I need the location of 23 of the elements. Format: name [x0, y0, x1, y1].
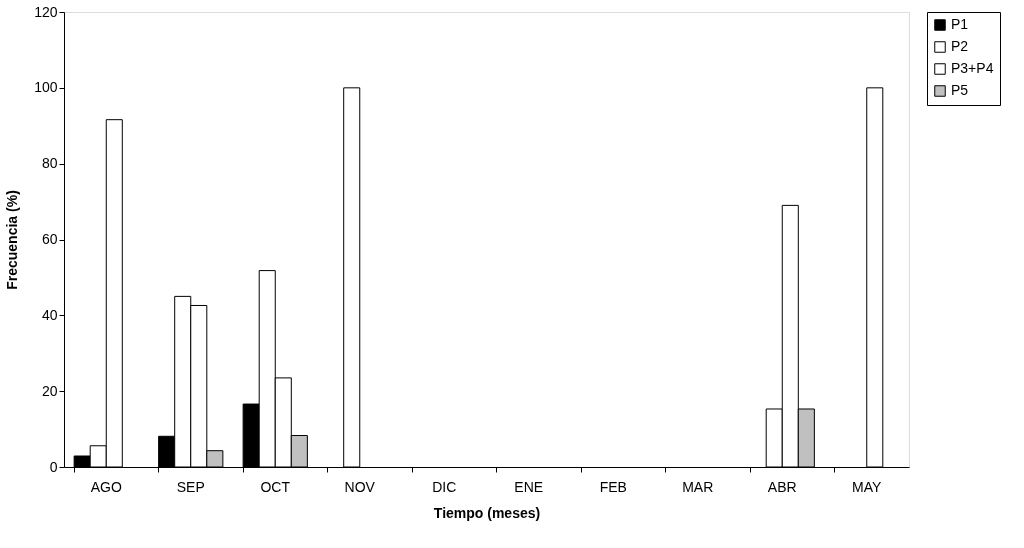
y-tick-label: 40: [41, 306, 58, 323]
y-tick-label: 120: [34, 3, 58, 20]
x-tick-label: MAY: [852, 478, 883, 495]
y-tick-label: 60: [41, 231, 58, 247]
x-tick-label: OCT: [260, 478, 291, 495]
y-tick-label: 80: [41, 155, 58, 172]
x-tick-label: ENE: [514, 478, 544, 495]
legend-label: P3+P4: [951, 60, 994, 76]
y-tick-label: 100: [34, 79, 58, 96]
x-axis-title: Tiempo (meses): [433, 504, 541, 521]
x-tick-label: NOV: [344, 478, 376, 495]
y-tick-label: 20: [41, 382, 58, 399]
y-tick-label: 0: [49, 458, 58, 475]
legend-label: P5: [951, 82, 969, 98]
x-tick-label: FEB: [599, 478, 627, 495]
x-tick-label: AGO: [90, 478, 122, 495]
x-tick-label: DIC: [432, 478, 457, 495]
x-tick-label: SEP: [176, 478, 205, 495]
legend-label: P2: [951, 38, 969, 54]
x-tick-label: MAR: [682, 478, 714, 495]
x-tick-label: ABR: [767, 478, 797, 495]
legend-label: P1: [951, 16, 969, 32]
y-axis-title: Frecuencia (%): [4, 190, 21, 290]
